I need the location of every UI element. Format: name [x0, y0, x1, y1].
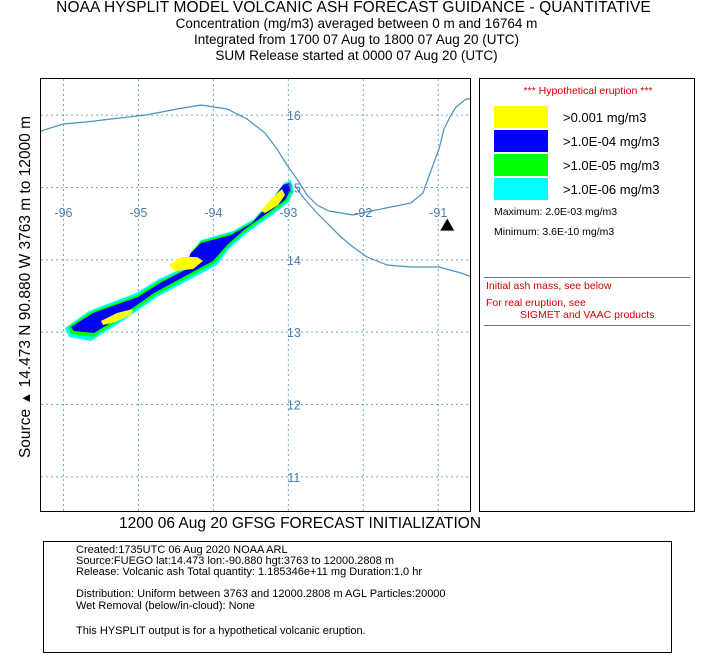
longitude-label: -95: [129, 206, 147, 220]
legend-note-initial-mass: Initial ash mass, see below: [486, 280, 612, 292]
longitude-label: -96: [54, 206, 72, 220]
ash-plume: [65, 180, 294, 341]
title-block: NOAA HYSPLIT MODEL VOLCANIC ASH FORECAST…: [0, 0, 713, 64]
info-created: Created:1735UTC 06 Aug 2020 NOAA ARL: [76, 544, 288, 556]
latitude-label: 15: [287, 182, 301, 196]
info-wet-removal: Wet Removal (below/in-cloud): None: [76, 600, 255, 612]
release-subtitle: SUM Release started at 0000 07 Aug 20 (U…: [215, 48, 498, 63]
map-frame: -96 -95 -94 -93 -92 -91 16 15 14 13 12 11: [40, 78, 471, 512]
ash-map: -96 -95 -94 -93 -92 -91 16 15 14 13 12 11: [41, 79, 470, 511]
legend-maximum: Maximum: 2.0E-03 mg/m3: [494, 206, 618, 218]
source-location-label: Source ▲ 14.473 N 90.880 W 3763 m to 120…: [15, 57, 37, 517]
legend-divider-1: [484, 277, 690, 278]
graticule: [41, 79, 470, 511]
legend-swatch: [494, 106, 548, 128]
info-release: Release: Volcanic ash Total quantity: 1.…: [76, 566, 423, 578]
info-disclaimer: This HYSPLIT output is for a hypothetica…: [76, 625, 366, 637]
latitude-label: 11: [287, 471, 300, 485]
legend-panel: *** Hypothetical eruption *** >0.001 mg/…: [479, 78, 695, 512]
info-source: Source:FUEGO lat:14.473 lon:-90.880 hgt:…: [76, 555, 394, 567]
legend-label: >0.001 mg/m3: [563, 110, 647, 125]
pacific-coastline: [294, 185, 470, 277]
info-distribution: Distribution: Uniform between 3763 and 1…: [76, 588, 446, 600]
coastline: [41, 98, 470, 277]
source-prefix: Source: [17, 408, 34, 459]
latitude-label: 14: [287, 254, 301, 268]
longitude-label: -93: [279, 206, 297, 220]
latitude-label: 16: [287, 109, 301, 123]
legend-label: >1.0E-06 mg/m3: [563, 182, 660, 197]
latitude-label: 12: [287, 399, 301, 413]
longitude-label: -91: [429, 206, 447, 220]
legend-swatch: [494, 130, 548, 152]
plume-contour-1e-04: [71, 183, 290, 333]
legend-swatch: [494, 154, 548, 176]
forecast-initialization: 1200 06 Aug 20 GFSG FORECAST INITIALIZAT…: [118, 515, 482, 532]
latitude-label: 13: [287, 326, 301, 340]
longitude-label: -92: [354, 206, 372, 220]
yucatan-coastline: [41, 98, 470, 216]
plume-contour-1e-03-west: [101, 309, 133, 325]
legend-header: *** Hypothetical eruption ***: [523, 85, 653, 97]
run-info-box: Created:1735UTC 06 Aug 2020 NOAA ARL Sou…: [43, 541, 672, 653]
plume-contour-1e-03-middle: [169, 257, 203, 271]
longitude-label: -94: [204, 206, 222, 220]
concentration-subtitle: Concentration (mg/m3) averaged between 0…: [175, 16, 538, 31]
legend-divider-2: [484, 325, 690, 326]
plume-contour-1e-03-east: [261, 189, 285, 213]
axis-labels: -96 -95 -94 -93 -92 -91 16 15 14 13 12 11: [54, 109, 447, 485]
main-title: NOAA HYSPLIT MODEL VOLCANIC ASH FORECAST…: [56, 0, 651, 16]
legend-minimum: Minimum: 3.6E-10 mg/m3: [494, 226, 615, 238]
volcano-triangle-icon: [440, 218, 455, 231]
legend-label: >1.0E-05 mg/m3: [563, 158, 660, 173]
legend-note-products: SIGMET and VAAC products: [520, 309, 655, 321]
integration-subtitle: Integrated from 1700 07 Aug to 1800 07 A…: [194, 32, 519, 47]
source-triangle-icon: ▲: [18, 391, 33, 405]
source-coordinates: 14.473 N 90.880 W 3763 m to 12000 m: [17, 115, 34, 388]
legend-swatch: [494, 178, 548, 200]
legend-note-real-eruption: For real eruption, see: [486, 297, 586, 309]
legend-label: >1.0E-04 mg/m3: [563, 134, 660, 149]
